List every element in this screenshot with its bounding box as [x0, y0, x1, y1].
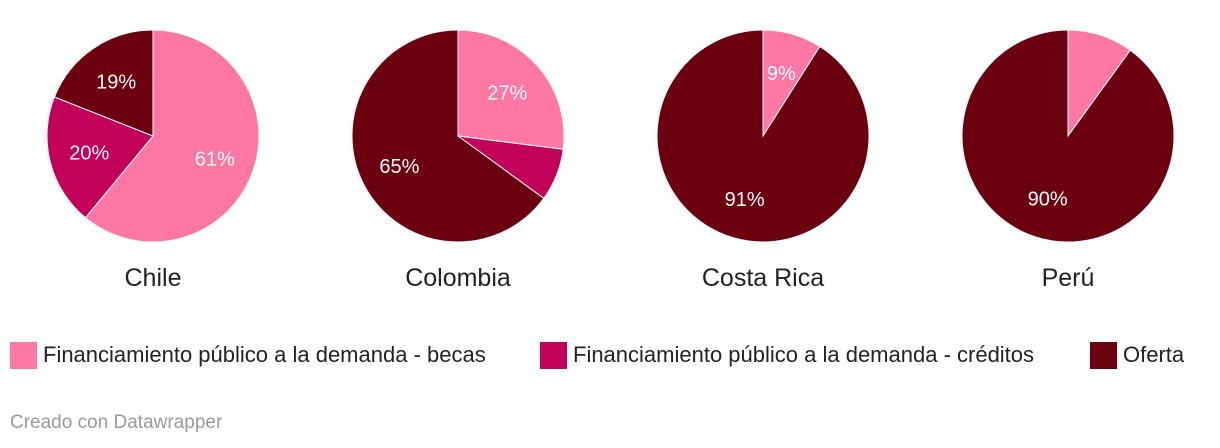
legend-item-oferta: Oferta — [1090, 339, 1184, 371]
slice-label-costa-rica-becas: 9% — [767, 63, 796, 85]
pie-slice-peru-oferta — [961, 29, 1175, 243]
legend-label-becas: Financiamiento público a la demanda - be… — [43, 342, 486, 367]
chart-title-costa-rica: Costa Rica — [701, 264, 825, 292]
slice-label-chile-becas: 61% — [195, 148, 235, 170]
legend: Financiamiento público a la demanda - be… — [10, 339, 1215, 371]
pie-slice-chile-becas — [84, 29, 260, 243]
pie-slice-colombia-oferta — [351, 29, 545, 243]
pie-slice-chile-oferta — [53, 29, 154, 137]
chart-title-peru: Perú — [1041, 264, 1095, 292]
pie-slice-costa-rica-oferta — [656, 29, 870, 243]
slice-label-peru-oferta: 90% — [1028, 189, 1068, 211]
legend-swatch-becas — [10, 341, 37, 369]
slice-label-chile-creditos: 20% — [69, 142, 109, 164]
slice-label-costa-rica-oferta: 91% — [725, 189, 765, 211]
legend-label-oferta: Oferta — [1123, 342, 1185, 367]
legend-item-becas: Financiamiento público a la demanda - be… — [10, 339, 486, 371]
chart-title-colombia: Colombia — [405, 264, 511, 292]
slice-label-colombia-becas: 27% — [487, 83, 527, 105]
legend-swatch-creditos — [540, 341, 567, 369]
pie-slice-colombia-becas — [457, 29, 565, 150]
legend-swatch-oferta — [1090, 341, 1117, 369]
datawrapper-credit: Creado con Datawrapper — [10, 412, 223, 433]
pie-charts: 61% 20% 19% 27% 65% 9% 91% 90% — [46, 29, 1175, 243]
legend-label-creditos: Financiamiento público a la demanda - cr… — [573, 342, 1035, 367]
chart-title-chile: Chile — [124, 264, 182, 292]
pie-slice-chile-creditos — [46, 96, 154, 219]
slice-label-chile-oferta: 19% — [96, 72, 136, 94]
legend-item-creditos: Financiamiento público a la demanda - cr… — [540, 339, 1034, 371]
slice-label-colombia-oferta: 65% — [379, 156, 419, 178]
